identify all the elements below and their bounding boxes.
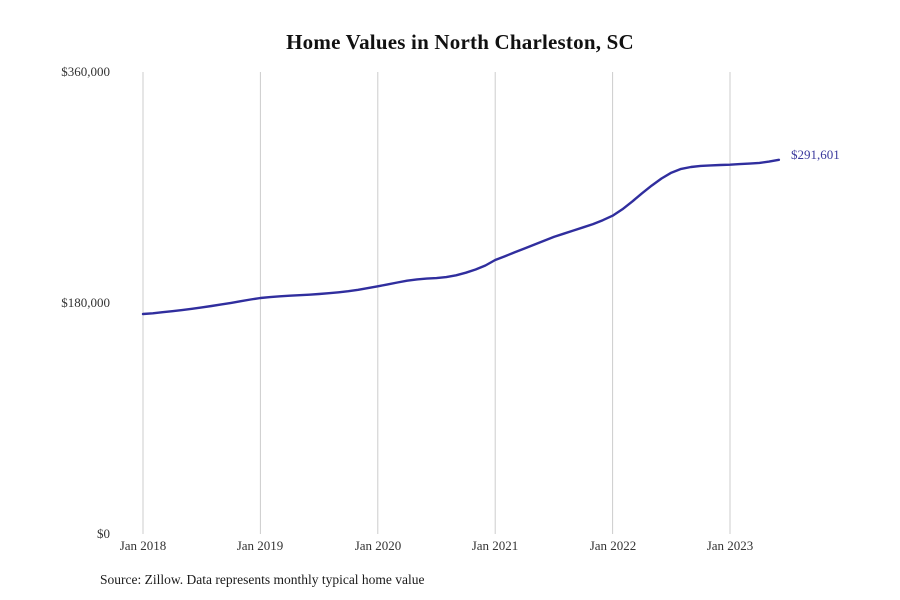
value-line: [141, 158, 781, 316]
x-axis-tick-label: Jan 2020: [354, 538, 402, 553]
y-axis-tick-label: $180,000: [61, 295, 110, 310]
source-note: Source: Zillow. Data represents monthly …: [100, 572, 425, 587]
end-value-label: $291,601: [791, 147, 840, 162]
x-axis-tick-label: Jan 2018: [119, 538, 167, 553]
x-axis-tick-label: Jan 2023: [706, 538, 754, 553]
y-axis-tick-label: $360,000: [61, 64, 110, 79]
x-axis-tick-label: Jan 2021: [471, 538, 519, 553]
x-axis-tick-label: Jan 2019: [236, 538, 284, 553]
chart-title: Home Values in North Charleston, SC: [286, 30, 634, 54]
x-axis-tick-label: Jan 2022: [589, 538, 637, 553]
y-axis-tick-label: $0: [97, 526, 110, 541]
